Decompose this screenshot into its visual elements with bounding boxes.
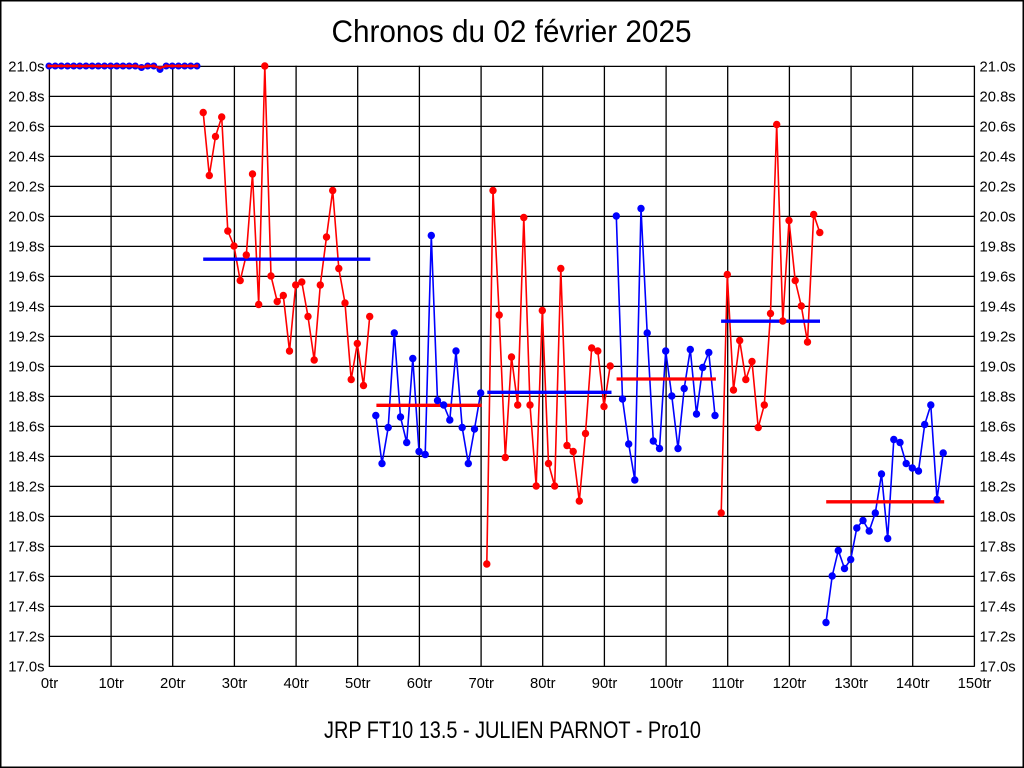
svg-text:20.2s: 20.2s (8, 179, 44, 195)
svg-text:17.8s: 17.8s (8, 539, 44, 555)
svg-text:18.0s: 18.0s (8, 509, 44, 525)
svg-text:17.4s: 17.4s (8, 599, 44, 615)
svg-text:18.8s: 18.8s (980, 389, 1016, 405)
svg-text:17.2s: 17.2s (980, 629, 1016, 645)
svg-text:20.6s: 20.6s (8, 119, 44, 135)
svg-text:0tr: 0tr (41, 676, 58, 692)
svg-text:19.6s: 19.6s (8, 269, 44, 285)
svg-text:Chronos du 02 février 2025: Chronos du 02 février 2025 (332, 13, 692, 49)
svg-text:17.0s: 17.0s (980, 659, 1016, 675)
svg-text:150tr: 150tr (958, 676, 992, 692)
svg-text:20.0s: 20.0s (980, 209, 1016, 225)
svg-text:100tr: 100tr (649, 676, 683, 692)
svg-text:19.4s: 19.4s (980, 299, 1016, 315)
svg-text:21.0s: 21.0s (8, 59, 44, 75)
svg-text:20.4s: 20.4s (8, 149, 44, 165)
svg-text:19.6s: 19.6s (980, 269, 1016, 285)
svg-text:19.4s: 19.4s (8, 299, 44, 315)
svg-text:18.6s: 18.6s (8, 419, 44, 435)
svg-text:40tr: 40tr (283, 676, 309, 692)
svg-text:20.4s: 20.4s (980, 149, 1016, 165)
svg-text:17.2s: 17.2s (8, 629, 44, 645)
svg-text:20.0s: 20.0s (8, 209, 44, 225)
svg-text:19.2s: 19.2s (980, 329, 1016, 345)
svg-text:140tr: 140tr (896, 676, 930, 692)
svg-text:20.8s: 20.8s (980, 89, 1016, 105)
svg-text:20.2s: 20.2s (980, 179, 1016, 195)
svg-text:18.2s: 18.2s (980, 479, 1016, 495)
svg-text:19.8s: 19.8s (8, 239, 44, 255)
svg-text:18.6s: 18.6s (980, 419, 1016, 435)
svg-text:50tr: 50tr (345, 676, 371, 692)
svg-text:19.8s: 19.8s (980, 239, 1016, 255)
svg-text:18.4s: 18.4s (8, 449, 44, 465)
svg-text:19.0s: 19.0s (8, 359, 44, 375)
svg-text:80tr: 80tr (530, 676, 556, 692)
svg-text:18.8s: 18.8s (8, 389, 44, 405)
svg-text:10tr: 10tr (98, 676, 124, 692)
svg-text:17.6s: 17.6s (8, 569, 44, 585)
svg-text:120tr: 120tr (773, 676, 807, 692)
svg-text:60tr: 60tr (407, 676, 433, 692)
svg-text:20.6s: 20.6s (980, 119, 1016, 135)
svg-text:17.0s: 17.0s (8, 659, 44, 675)
svg-text:17.8s: 17.8s (980, 539, 1016, 555)
svg-text:19.2s: 19.2s (8, 329, 44, 345)
svg-text:17.6s: 17.6s (980, 569, 1016, 585)
svg-text:21.0s: 21.0s (980, 59, 1016, 75)
svg-text:30tr: 30tr (222, 676, 248, 692)
svg-text:JRP FT10 13.5 - JULIEN PARNOT: JRP FT10 13.5 - JULIEN PARNOT - Pro10 (324, 717, 701, 744)
svg-text:18.2s: 18.2s (8, 479, 44, 495)
svg-text:90tr: 90tr (592, 676, 618, 692)
svg-text:20tr: 20tr (160, 676, 186, 692)
svg-text:18.4s: 18.4s (980, 449, 1016, 465)
svg-text:130tr: 130tr (834, 676, 868, 692)
svg-text:110tr: 110tr (711, 676, 744, 692)
svg-text:19.0s: 19.0s (980, 359, 1016, 375)
svg-text:17.4s: 17.4s (980, 599, 1016, 615)
svg-text:20.8s: 20.8s (8, 89, 44, 105)
svg-text:70tr: 70tr (468, 676, 494, 692)
svg-text:18.0s: 18.0s (980, 509, 1016, 525)
